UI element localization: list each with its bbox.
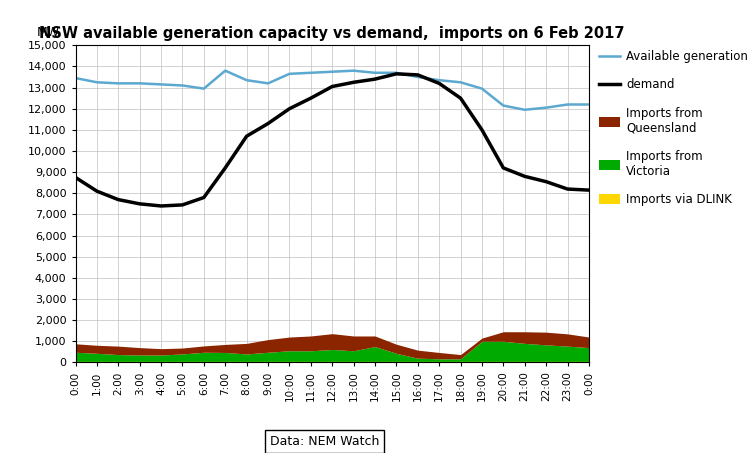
Text: MW: MW [37, 26, 60, 39]
demand [520, 173, 529, 179]
Legend: Available generation, demand, Imports from
Queensland, Imports from
Victoria, Im: Available generation, demand, Imports fr… [594, 45, 753, 211]
Available generation [435, 77, 444, 83]
Available generation [135, 81, 144, 86]
Available generation [456, 80, 465, 85]
Available generation [156, 82, 165, 87]
demand [499, 165, 508, 171]
demand [92, 188, 101, 194]
demand [242, 134, 251, 139]
demand [199, 195, 208, 200]
demand [114, 197, 123, 202]
demand [413, 72, 422, 77]
demand [563, 186, 572, 192]
Available generation [584, 102, 593, 107]
Available generation [242, 77, 251, 83]
Available generation [71, 75, 80, 81]
Available generation [92, 80, 101, 85]
demand [435, 81, 444, 86]
demand [349, 80, 358, 85]
Available generation [178, 83, 187, 88]
demand [156, 203, 165, 209]
demand [71, 175, 80, 180]
Available generation [520, 107, 529, 112]
Available generation [392, 70, 401, 76]
Line: demand: demand [76, 74, 589, 206]
demand [263, 121, 273, 126]
Available generation [413, 74, 422, 80]
Line: Available generation: Available generation [76, 71, 589, 110]
demand [328, 84, 337, 89]
Available generation [477, 86, 486, 92]
Available generation [499, 103, 508, 108]
demand [392, 71, 401, 77]
demand [456, 96, 465, 101]
demand [541, 179, 550, 184]
Available generation [541, 105, 550, 111]
demand [584, 188, 593, 193]
Available generation [285, 71, 294, 77]
demand [178, 202, 187, 207]
demand [220, 165, 230, 171]
Title: NSW available generation capacity vs demand,  imports on 6 Feb 2017: NSW available generation capacity vs dem… [39, 26, 625, 41]
Available generation [199, 86, 208, 92]
Available generation [349, 68, 358, 73]
Available generation [220, 68, 230, 73]
demand [371, 77, 380, 82]
Text: Data: NEM Watch: Data: NEM Watch [270, 435, 379, 448]
Available generation [328, 69, 337, 74]
demand [135, 201, 144, 207]
Available generation [371, 70, 380, 76]
demand [307, 96, 316, 101]
demand [285, 106, 294, 111]
Available generation [114, 81, 123, 86]
Available generation [563, 102, 572, 107]
Available generation [263, 81, 273, 86]
Available generation [307, 70, 316, 76]
demand [477, 127, 486, 133]
